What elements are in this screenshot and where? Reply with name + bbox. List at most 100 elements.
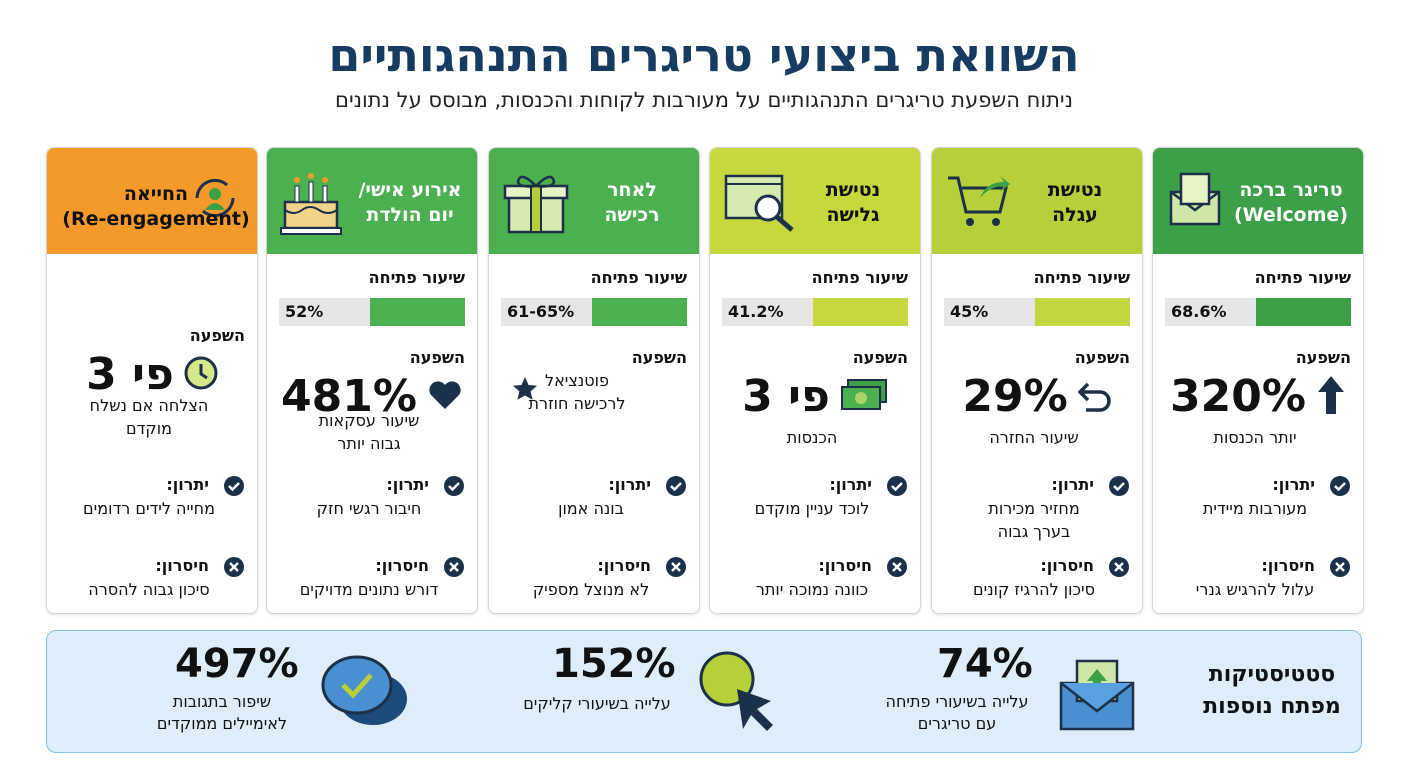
advantage-text: מחזיר מכירות בערך גבוה [938, 497, 1130, 543]
impact-label: השפעה [1295, 348, 1351, 367]
advantage-text: בונה אמון [495, 497, 687, 520]
impact-text: הצלחה אם נשלח מוקדם [53, 394, 245, 440]
impact-icon [1077, 378, 1112, 416]
stat-text-line: עם טריגרים [917, 714, 997, 733]
disadvantage-label: חיסרון: [375, 556, 429, 575]
advantage-line: חיבור רגשי חזק [316, 499, 422, 518]
card-icon [279, 170, 343, 240]
card-title-line: נטישת [1047, 179, 1103, 201]
card-icon [722, 170, 798, 238]
impact-label: השפעה [189, 326, 245, 345]
stat-text: עלייה בשיעורי קליקים [497, 693, 697, 715]
disadvantage-label: חיסרון: [597, 556, 651, 575]
open-rate-bar: 52% [279, 298, 465, 326]
advantage-line: לוכד עניין מוקדם [754, 499, 870, 518]
impact-icon [840, 378, 888, 416]
card-icon [189, 172, 241, 228]
disadvantage-text: סיכון להרגיז קונים [938, 578, 1130, 601]
impact-label: השפעה [409, 348, 465, 367]
card-title: החייאה (Re-engagement) [61, 182, 251, 232]
advantage-label: יתרון: [166, 475, 209, 494]
check-icon [1329, 475, 1351, 501]
stat-text-line: עלייה בשיעורי קליקים [523, 694, 671, 713]
impact-icon [427, 379, 463, 415]
disadvantage-text: לא מנוצל מספיק [495, 578, 687, 601]
page-subtitle: ניתוח השפעת טריגרים התנהגותיים על מעורבו… [335, 88, 1073, 112]
cross-icon [1329, 556, 1351, 582]
stat-value: 497% [175, 641, 299, 687]
advantage-label: יתרון: [608, 475, 651, 494]
stat-value: 152% [552, 641, 676, 687]
footer-panel: סטטיסטיקות מפתח נוספות 74% עלייה בשיעורי פת… [46, 630, 1362, 753]
impact-text-line: פוטנציאל [545, 371, 609, 390]
impact-label: השפעה [852, 348, 908, 367]
open-rate-value: 41.2% [728, 302, 784, 321]
advantage-label: יתרון: [829, 475, 872, 494]
impact-text: שיעור עסקאות גבוה יותר [273, 409, 465, 455]
card-title-line: לאחר [607, 179, 657, 201]
open-rate-value: 61-65% [507, 302, 575, 321]
open-rate-fill [592, 298, 687, 326]
open-rate-value: 45% [950, 302, 989, 321]
impact-text: פוטנציאל לרכישה חוזרת [495, 369, 659, 415]
disadvantage-label: חיסרון: [155, 556, 209, 575]
stat-icon [1057, 653, 1137, 737]
card-title-line: גלישה [826, 204, 880, 226]
trigger-card: נטישת גלישה שיעור פתיחה 41.2% השפעה פי 3 הכנסו… [709, 147, 921, 614]
advantage-line: בערך גבוה [997, 522, 1071, 541]
disadvantage-text: סיכון גבוה להסרה [53, 578, 245, 601]
card-header: טריגר ברכה (Welcome) [1153, 148, 1363, 254]
advantage-label: יתרון: [1272, 475, 1315, 494]
open-rate-fill [370, 298, 465, 326]
impact-value: 320% [1170, 371, 1306, 422]
card-title-line: טריגר ברכה [1239, 179, 1343, 201]
card-header: נטישת עגלה [932, 148, 1142, 254]
impact-row: 320% [1153, 371, 1363, 422]
stat-text-line: עלייה בשיעורי פתיחה [885, 692, 1029, 711]
footer-title: סטטיסטיקות מפתח נוספות [1197, 659, 1347, 723]
open-rate-label: שיעור פתיחה [590, 268, 687, 287]
card-title-line: נטישת [825, 179, 881, 201]
impact-text-line: לרכישה חוזרת [528, 394, 626, 413]
open-rate-fill [813, 298, 908, 326]
advantage-text: לוכד עניין מוקדם [716, 497, 908, 520]
cross-icon [223, 556, 245, 582]
impact-row: 29% [932, 371, 1142, 422]
card-icon [944, 170, 1014, 234]
advantage-text: חיבור רגשי חזק [273, 497, 465, 520]
card-title-line: יום הולדת [366, 204, 454, 226]
disadvantage-text: דורש נתונים מדויקים [273, 578, 465, 601]
footer-title-line: מפתח נוספות [1203, 694, 1341, 719]
open-rate-fill [1035, 298, 1130, 326]
impact-text-line: שיעור עסקאות [318, 411, 420, 430]
stat-text-line: שיפור בתגובות [172, 692, 272, 711]
open-rate-value: 52% [285, 302, 324, 321]
advantage-line: מחייה לידים רדומים [83, 499, 215, 518]
open-rate-bar: 45% [944, 298, 1130, 326]
card-title: נטישת גלישה [798, 178, 908, 228]
card-title: טריגר ברכה (Welcome) [1231, 178, 1351, 228]
impact-value: פי 3 [86, 349, 174, 400]
card-title: לאחר רכישה [577, 178, 687, 228]
card-title-line: אירוע אישי/ [358, 179, 462, 201]
card-header: נטישת גלישה [710, 148, 920, 254]
trigger-card: אירוע אישי/יום הולדת שיעור פתיחה 52% השפעה 4… [266, 147, 478, 614]
page-title: השוואת ביצועי טריגרים התנהגותיים [328, 28, 1080, 82]
disadvantage-line: דורש נתונים מדויקים [299, 580, 439, 599]
open-rate-bar: 61-65% [501, 298, 687, 326]
cross-icon [1108, 556, 1130, 582]
open-rate-value: 68.6% [1171, 302, 1227, 321]
disadvantage-text: עלול להרגיש גנרי [1159, 578, 1351, 601]
cross-icon [443, 556, 465, 582]
impact-text: שיעור החזרה [938, 426, 1130, 449]
disadvantage-line: סיכון להרגיז קונים [973, 580, 1095, 599]
advantage-line: מחזיר מכירות [988, 499, 1080, 518]
disadvantage-label: חיסרון: [1040, 556, 1094, 575]
advantage-line: מעורבות מיידית [1202, 499, 1308, 518]
card-title-line: החייאה [123, 183, 189, 205]
card-title: נטישת עגלה [1020, 178, 1130, 228]
advantage-line: בונה אמון [558, 499, 624, 518]
impact-text-line: גבוה יותר [337, 434, 401, 453]
stat-text: שיפור בתגובות לאימיילים ממוקדים [127, 691, 317, 735]
